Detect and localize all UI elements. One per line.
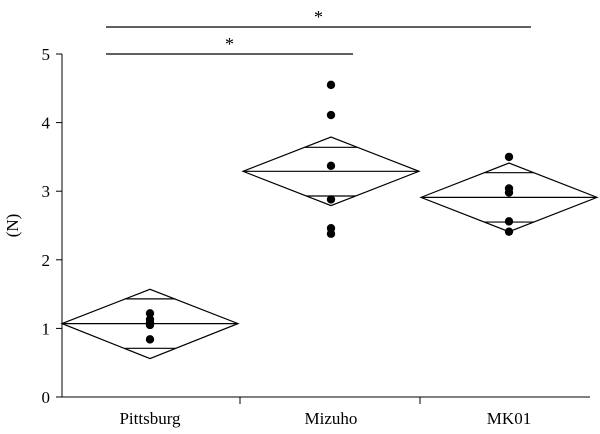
data-points [145,80,514,344]
data-point [145,309,155,318]
data-point [326,229,336,238]
data-point [145,335,155,344]
significance-star: * [314,7,323,27]
significance-brackets: ** [106,7,531,55]
x-tick-label: Mizuho [305,409,358,428]
data-point [326,110,336,120]
group-diamonds [60,136,599,360]
significance-star: * [225,34,234,54]
y-tick-label: 1 [42,319,51,338]
y-tick-label: 4 [42,114,51,133]
data-point [504,152,514,162]
data-point [326,195,336,204]
x-tick-label: Pittsburg [119,409,181,428]
y-tick-label: 2 [42,251,51,270]
y-axis-label: (N) [3,214,22,238]
data-point [504,188,514,197]
y-tick-label: 5 [42,45,51,64]
axes: 0 1 2 3 4 5 Pittsburg Mizuho MK01 [42,45,590,428]
data-point [504,227,514,236]
data-point [145,320,155,330]
y-tick-label: 3 [42,182,51,201]
data-point [504,217,514,226]
data-point [326,161,336,171]
data-point [326,80,336,90]
y-tick-label: 0 [42,388,51,407]
x-tick-label: MK01 [487,409,531,428]
